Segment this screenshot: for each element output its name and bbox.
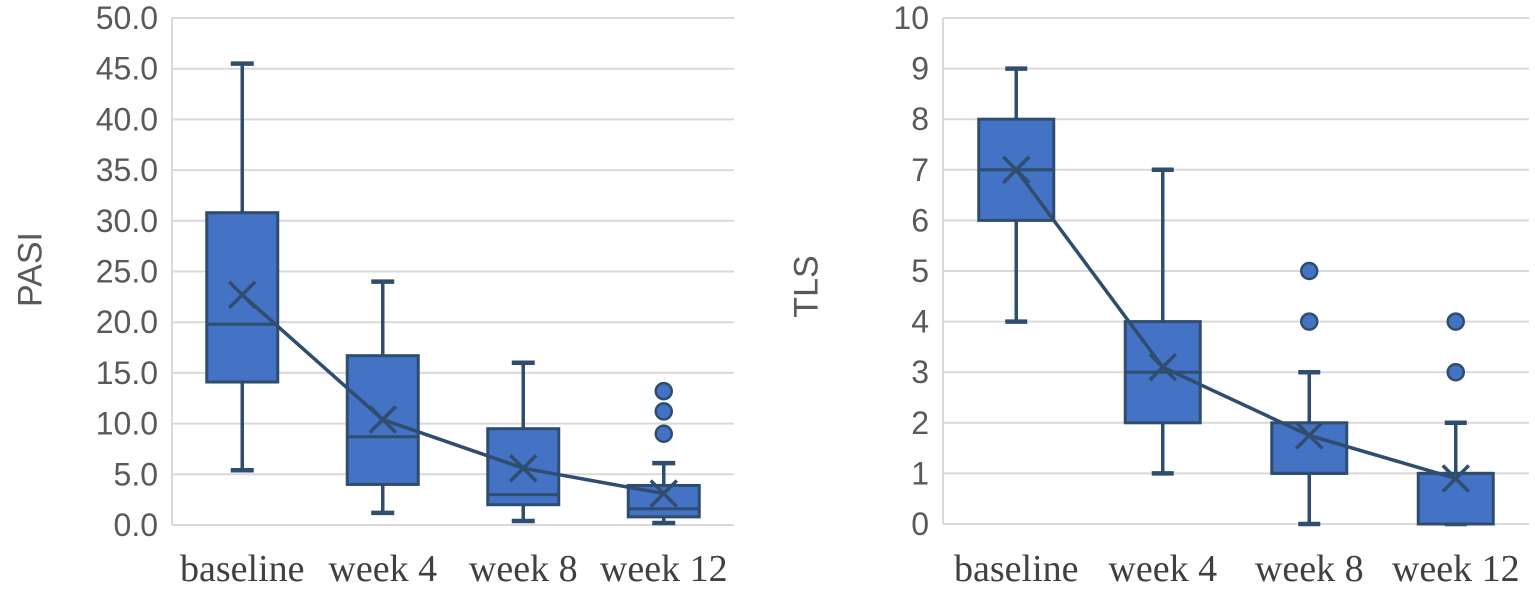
chart-pasi: 0.0 5.0 10.0 15.0 20.0 25.0 30.0 35.0 40.0 45.0 50… <box>96 0 734 590</box>
box-baseline <box>205 61 280 473</box>
iqr-box <box>1416 471 1495 526</box>
box-week-4 <box>345 279 420 516</box>
y-tick-label: 35.0 <box>96 152 158 188</box>
mean-marker <box>228 280 257 310</box>
iqr-box <box>1270 421 1349 475</box>
mean-marker <box>649 479 678 508</box>
box-week-4 <box>1123 167 1202 476</box>
mean-marker <box>1148 352 1177 382</box>
y-tick-label: 50.0 <box>96 0 158 36</box>
y-tick-label: 2 <box>911 405 929 441</box>
outlier-dot <box>1446 362 1465 382</box>
y-tick-label: 45.0 <box>96 51 158 87</box>
y-tick-label: 40.0 <box>96 101 158 137</box>
y-tick-label: 7 <box>911 152 929 188</box>
y-tick-label: 0 <box>911 506 929 542</box>
mean-marker <box>509 453 538 483</box>
y-tick-label: 5 <box>911 253 929 289</box>
mean-trend-line <box>1014 168 1457 481</box>
mean-marker <box>1002 155 1031 185</box>
x-category-label: week 8 <box>469 548 578 590</box>
y-tick-label: 10 <box>893 0 929 36</box>
y-tick-label: 1 <box>911 455 929 491</box>
outlier-dot <box>654 424 673 443</box>
y-tick-label: 6 <box>911 202 929 238</box>
pasi-axis-title: PASI <box>11 232 50 307</box>
mean-marker <box>368 405 397 434</box>
x-category-label: week 12 <box>1392 548 1520 590</box>
box-week-8 <box>486 360 561 524</box>
y-tick-label: 8 <box>911 101 929 137</box>
chart-tls: 0 1 2 3 4 5 6 7 8 9 10 baseline week 4 week 8 week 12 <box>893 0 1529 590</box>
x-category-label: baseline <box>954 548 1079 590</box>
y-tick-label: 15.0 <box>96 355 158 391</box>
mean-marker <box>1295 421 1324 450</box>
x-category-label: week 4 <box>1108 548 1217 590</box>
mean-marker <box>1441 464 1470 493</box>
x-category-label: week 4 <box>328 548 437 590</box>
outlier-dot <box>654 381 673 401</box>
iqr-box <box>345 354 420 486</box>
y-tick-label: 3 <box>911 354 929 390</box>
x-category-label: week 12 <box>600 548 728 590</box>
y-tick-label: 5.0 <box>114 456 158 492</box>
outlier-dot <box>1300 312 1319 331</box>
box-week-8 <box>1270 261 1349 527</box>
y-tick-label: 30.0 <box>96 203 158 239</box>
iqr-box <box>486 427 561 507</box>
y-tick-label: 9 <box>911 51 929 87</box>
outlier-dot <box>1300 261 1319 281</box>
tls-axis-title: TLS <box>787 255 826 318</box>
y-tick-label: 20.0 <box>96 304 158 340</box>
gridlines <box>943 17 1529 525</box>
y-tick-label: 4 <box>911 304 929 340</box>
iqr-box <box>205 211 280 384</box>
outlier-dot <box>1446 312 1465 331</box>
mean-trend-line <box>241 293 665 496</box>
x-category-label: baseline <box>180 548 305 590</box>
box-week-12 <box>626 381 701 526</box>
x-category-label: week 8 <box>1255 548 1364 590</box>
y-tick-label: 10.0 <box>96 406 158 442</box>
y-tick-label: 0.0 <box>114 507 158 543</box>
box-week-12 <box>1416 312 1495 527</box>
box-baseline <box>977 66 1056 324</box>
y-tick-label: 25.0 <box>96 254 158 290</box>
outlier-dot <box>654 402 673 421</box>
